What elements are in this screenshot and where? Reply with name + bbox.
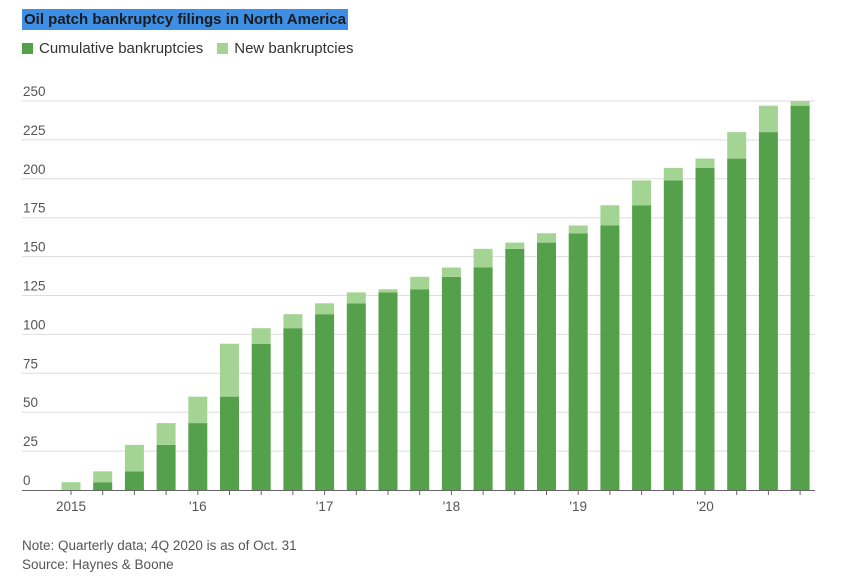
y-tick-label: 100: [23, 317, 46, 332]
chart-note: Note: Quarterly data; 4Q 2020 is as of O…: [22, 538, 297, 553]
bar-new: [188, 396, 208, 424]
bar-cumulative: [790, 105, 810, 490]
y-tick-label: 150: [23, 240, 46, 255]
y-tick-label: 200: [23, 162, 46, 177]
legend-swatch-cumulative: [22, 43, 33, 54]
bar-cumulative: [378, 292, 398, 490]
bar-cumulative: [727, 158, 747, 490]
bar-new: [758, 105, 778, 133]
bar-new: [473, 248, 493, 268]
bar-cumulative: [695, 167, 715, 490]
bar-new: [156, 423, 176, 445]
bars: [61, 101, 810, 491]
bar-new: [632, 180, 652, 206]
bar-cumulative: [283, 328, 303, 490]
bar-new: [441, 267, 461, 277]
x-tick-label: 2015: [56, 499, 86, 514]
bar-cumulative: [410, 289, 430, 490]
legend-swatch-new: [217, 43, 229, 54]
bar-new: [505, 242, 525, 249]
bar-new: [124, 444, 144, 472]
legend-label-new: New bankruptcies: [234, 40, 354, 57]
bar-cumulative: [537, 242, 556, 490]
x-tick-label: '20: [696, 499, 714, 514]
bar-new: [410, 276, 430, 290]
y-tick-label: 50: [23, 395, 38, 410]
x-tick-label: '16: [189, 499, 207, 514]
bar-cumulative: [93, 482, 113, 490]
bar-new: [61, 482, 81, 490]
bar-new: [663, 167, 683, 181]
axes: 0 25 50 75 100 125 150 175 200 225 250 2015 '16 '17 '1…: [22, 84, 815, 514]
bar-new: [315, 303, 335, 315]
bar-cumulative: [632, 205, 652, 490]
bar-cumulative: [156, 444, 176, 490]
y-tick-label: 25: [23, 434, 38, 449]
bar-cumulative: [188, 423, 208, 490]
bar-new: [378, 289, 398, 293]
bar-new: [537, 233, 556, 243]
y-tick-label: 175: [23, 201, 46, 216]
bar-new: [790, 101, 810, 106]
bar-new: [251, 328, 271, 344]
chart-source: Source: Haynes & Boone: [22, 557, 174, 572]
x-tick-label: '19: [569, 499, 587, 514]
chart-legend: Cumulative bankruptcies New bankruptcies: [22, 40, 367, 57]
legend-label-cumulative: Cumulative bankruptcies: [39, 40, 204, 57]
y-tick-label: 125: [23, 279, 46, 294]
bar-new: [283, 314, 303, 329]
bar-cumulative: [600, 225, 620, 491]
y-tick-label: 75: [23, 356, 38, 371]
bar-new: [727, 132, 747, 159]
x-tick-label: '17: [316, 499, 334, 514]
y-tick-label: 225: [23, 123, 46, 138]
bar-cumulative: [505, 248, 525, 490]
bar-cumulative: [315, 314, 335, 490]
bar-cumulative: [441, 276, 461, 490]
bar-cumulative: [346, 303, 366, 490]
legend-item-new: New bankruptcies: [217, 40, 353, 57]
bar-cumulative: [220, 396, 239, 490]
y-tick-label: 250: [23, 84, 46, 99]
chart-title: Oil patch bankruptcy filings in North Am…: [22, 9, 348, 30]
bar-new: [346, 292, 366, 304]
bar-new: [600, 205, 620, 226]
legend-item-cumulative: Cumulative bankruptcies: [22, 40, 203, 57]
y-tick-label: 0: [23, 473, 31, 488]
bar-cumulative: [758, 132, 778, 490]
bar-cumulative: [124, 471, 144, 490]
bar-cumulative: [663, 180, 683, 490]
bar-new: [220, 343, 239, 397]
bar-new: [695, 158, 715, 168]
bar-cumulative: [568, 233, 588, 490]
bar-new: [568, 225, 588, 234]
x-tick-label: '18: [443, 499, 461, 514]
bar-cumulative: [473, 267, 493, 490]
bar-new: [93, 471, 113, 483]
bar-cumulative: [251, 343, 271, 490]
